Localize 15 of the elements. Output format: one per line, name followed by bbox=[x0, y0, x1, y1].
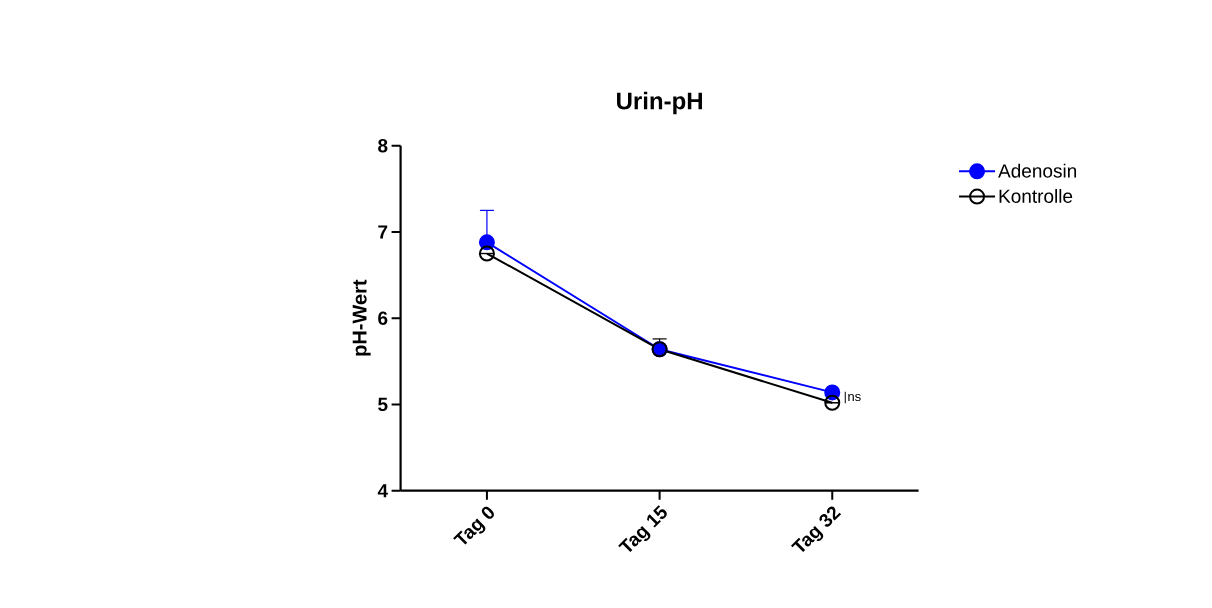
chart-title: Urin-pH bbox=[617, 91, 702, 115]
y-tick-label: 8 bbox=[378, 138, 388, 153]
point bbox=[824, 394, 841, 411]
x-tick-label: Tag 0 bbox=[453, 506, 494, 545]
x-tick-label: Tag 32 bbox=[790, 506, 842, 553]
y-tick-label: 6 bbox=[378, 311, 388, 325]
legend-label: Kontrolle bbox=[999, 188, 1073, 203]
y-tick-label: 5 bbox=[378, 397, 388, 412]
y-tick-label: 7 bbox=[378, 225, 388, 239]
annotation: ns bbox=[848, 393, 861, 402]
x-tick-label: Tag 15 bbox=[618, 505, 667, 552]
y-tick-label: 4 bbox=[377, 484, 388, 498]
y-axis-title: pH-Wert bbox=[352, 279, 371, 356]
legend-label: Adenosin bbox=[998, 163, 1077, 178]
point bbox=[478, 245, 495, 262]
